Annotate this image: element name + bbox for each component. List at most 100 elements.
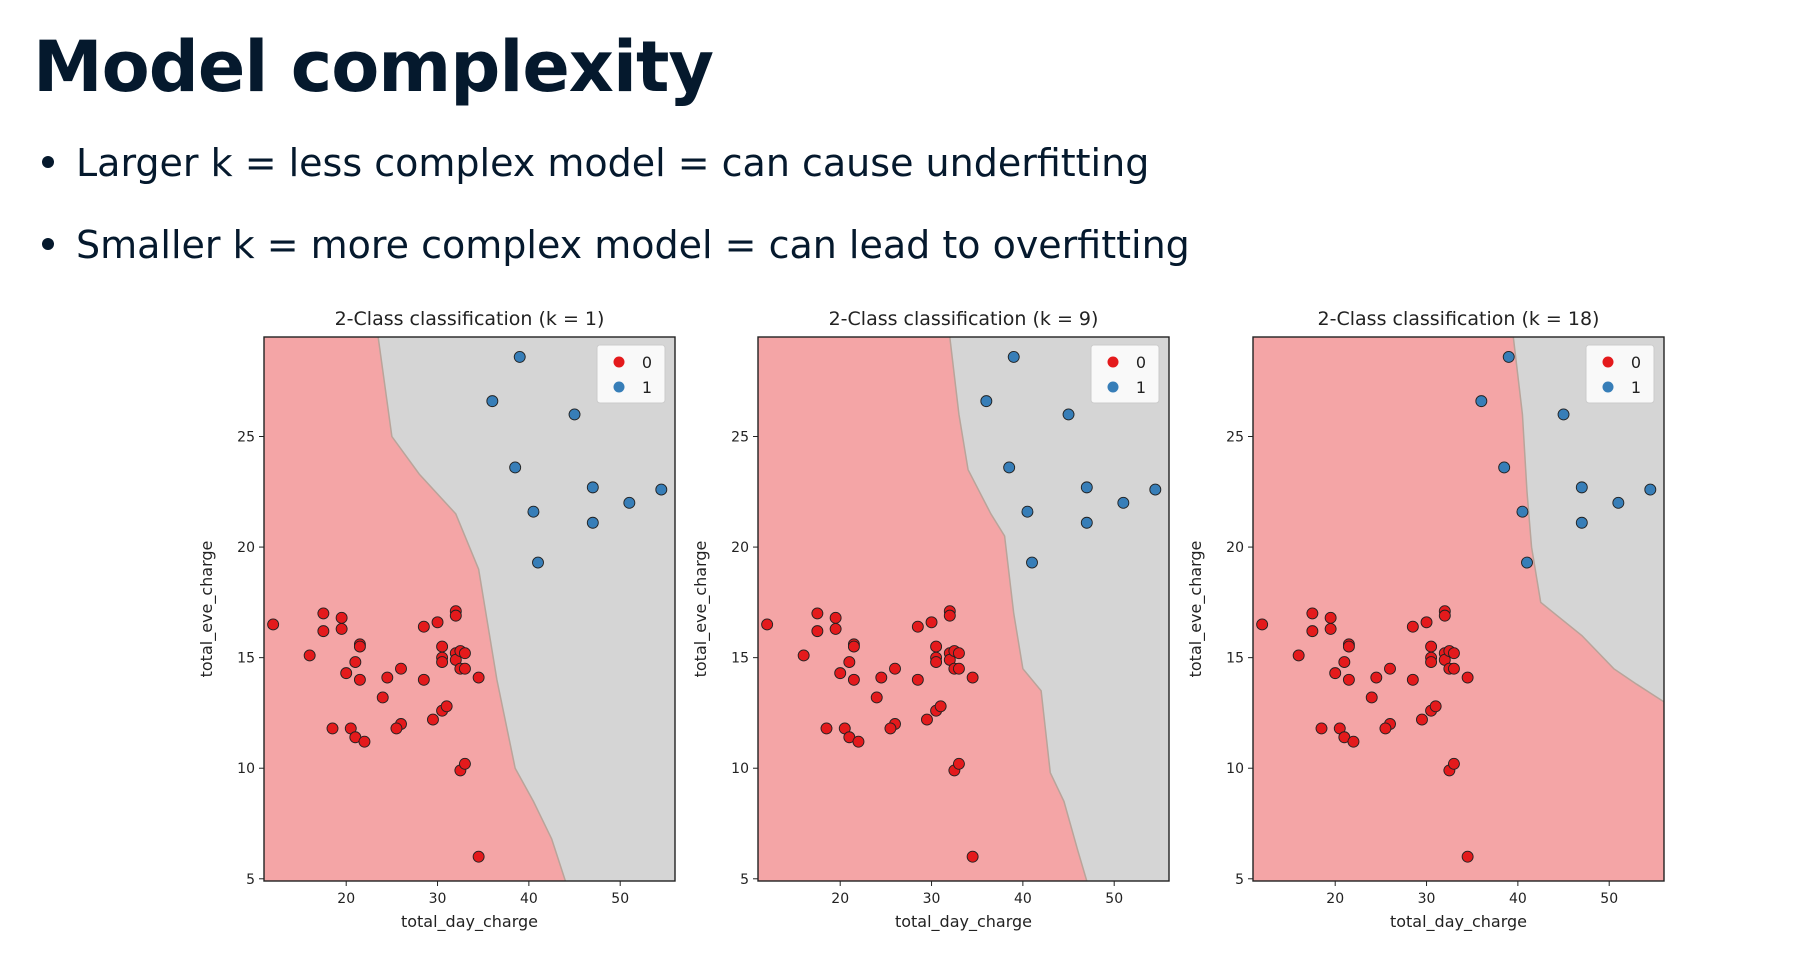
- data-point-class-0: [303, 649, 316, 662]
- slide-title: Model complexity: [33, 26, 714, 108]
- data-point-class-0: [1329, 667, 1342, 680]
- data-point-class-0: [353, 640, 366, 653]
- x-axis-label: total_day_charge: [895, 912, 1032, 932]
- legend-box: [1585, 344, 1655, 404]
- data-point-class-0: [847, 640, 860, 653]
- legend-marker-class-1: [613, 381, 625, 393]
- legend-marker-class-1: [1107, 381, 1119, 393]
- data-point-class-0: [921, 713, 933, 726]
- data-point-class-0: [349, 656, 362, 669]
- data-point-class-0: [811, 607, 824, 620]
- data-point-class-0: [930, 656, 943, 669]
- data-point-class-0: [267, 618, 280, 631]
- x-tick-label: 40: [520, 891, 538, 907]
- data-point-class-1: [1080, 516, 1093, 529]
- y-tick-label: 5: [740, 872, 749, 888]
- plot-frame: [1252, 336, 1665, 882]
- legend-marker-class-0: [1107, 356, 1119, 368]
- data-point-class-1: [568, 408, 581, 421]
- bullet-item: Smaller k = more complex model = can lea…: [40, 222, 1190, 304]
- y-axis-label: total_eve_charge: [1186, 541, 1206, 678]
- data-point-class-1: [513, 350, 526, 363]
- legend: 01: [1090, 344, 1160, 404]
- data-point-class-0: [317, 607, 330, 620]
- data-point-class-1: [1557, 408, 1570, 421]
- data-point-class-1: [1007, 350, 1020, 363]
- data-point-class-0: [1379, 722, 1392, 735]
- y-tick-label: 10: [731, 761, 749, 777]
- legend-box: [1090, 344, 1160, 404]
- data-point-class-1: [1149, 483, 1162, 496]
- y-tick-label: 20: [731, 540, 749, 556]
- data-point-class-0: [317, 625, 330, 638]
- data-point-class-0: [911, 673, 924, 686]
- data-point-class-0: [335, 611, 348, 624]
- data-point-class-0: [952, 757, 965, 770]
- data-point-class-0: [1447, 647, 1460, 660]
- x-axis-label: total_day_charge: [1390, 912, 1527, 932]
- data-point-class-0: [1338, 656, 1351, 669]
- data-point-class-0: [1420, 616, 1433, 629]
- data-point-class-1: [1575, 481, 1588, 494]
- data-point-class-0: [1425, 656, 1438, 669]
- data-point-class-0: [1324, 611, 1337, 624]
- data-point-class-0: [952, 662, 965, 675]
- decision-boundary: [1512, 336, 1665, 703]
- data-point-class-0: [829, 622, 842, 635]
- data-point-class-0: [458, 757, 471, 770]
- legend-label: 0: [1136, 353, 1146, 372]
- data-point-class-0: [417, 620, 430, 633]
- data-point-class-0: [930, 640, 943, 653]
- legend-label: 1: [1136, 378, 1146, 397]
- y-tick-label: 20: [237, 540, 255, 556]
- x-tick-label: 50: [1105, 891, 1123, 907]
- x-tick-label: 50: [611, 891, 629, 907]
- y-tick-label: 15: [1226, 651, 1244, 667]
- data-point-class-0: [761, 618, 774, 631]
- data-point-class-0: [1370, 671, 1383, 684]
- bullet-text: Larger k = less complex model = can caus…: [76, 141, 1150, 185]
- data-point-class-1: [586, 516, 599, 529]
- data-point-class-0: [1306, 625, 1319, 638]
- data-point-class-0: [797, 649, 810, 662]
- data-point-class-0: [911, 620, 924, 633]
- x-tick-label: 30: [923, 891, 941, 907]
- data-point-class-1: [1612, 496, 1625, 509]
- chart-title: 2-Class classification (k = 1): [335, 308, 605, 330]
- data-point-class-1: [655, 483, 668, 496]
- data-point-class-0: [358, 735, 371, 748]
- data-point-class-0: [1406, 620, 1419, 633]
- data-point-class-0: [1324, 622, 1337, 635]
- data-point-class-0: [449, 609, 462, 622]
- legend-marker-class-0: [613, 356, 625, 368]
- data-point-class-0: [1461, 671, 1474, 684]
- y-axis-label: total_eve_charge: [691, 541, 711, 678]
- data-point-class-0: [1342, 673, 1355, 686]
- data-point-class-1: [527, 505, 540, 518]
- legend-marker-class-0: [1602, 356, 1614, 368]
- data-point-class-0: [952, 647, 965, 660]
- data-point-class-0: [1447, 662, 1460, 675]
- x-tick-label: 30: [1418, 891, 1436, 907]
- x-tick-label: 30: [429, 891, 447, 907]
- x-tick-label: 20: [831, 891, 849, 907]
- x-axis-label: total_day_charge: [401, 912, 538, 932]
- data-point-class-0: [1406, 673, 1419, 686]
- data-point-class-1: [1644, 483, 1657, 496]
- data-point-class-0: [472, 850, 485, 863]
- data-point-class-1: [532, 556, 544, 569]
- data-point-class-0: [390, 722, 403, 735]
- data-point-class-0: [870, 691, 883, 704]
- data-point-class-1: [1521, 556, 1533, 569]
- data-point-class-0: [820, 722, 833, 735]
- data-point-class-0: [417, 673, 430, 686]
- data-point-class-0: [353, 673, 366, 686]
- class0-region: [264, 337, 566, 881]
- data-point-class-0: [1292, 649, 1305, 662]
- data-point-class-0: [1425, 640, 1438, 653]
- legend: 01: [596, 344, 666, 404]
- data-point-class-0: [966, 671, 979, 684]
